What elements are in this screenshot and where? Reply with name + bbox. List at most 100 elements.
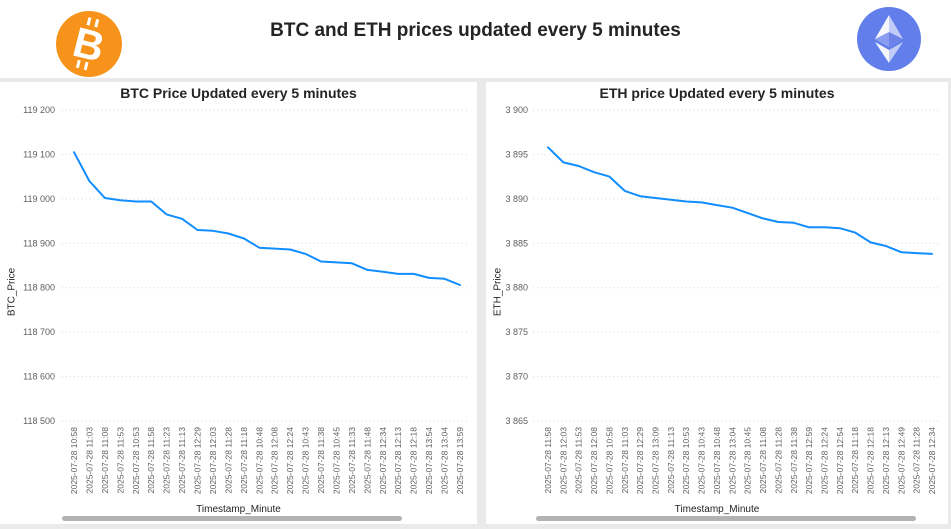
- eth-data-point: [578, 165, 580, 167]
- eth-x-tick-label: 2025-07-28 12:54: [835, 427, 845, 494]
- btc-data-point: [397, 273, 399, 275]
- eth-data-point: [608, 176, 610, 178]
- btc-data-point: [274, 248, 276, 250]
- eth-y-axis-title: ETH_Price: [492, 267, 504, 317]
- btc-data-point: [181, 218, 183, 220]
- btc-data-point: [119, 199, 121, 201]
- btc-x-tick-label: 2025-07-28 11:08: [100, 427, 110, 494]
- btc-horizontal-scrollbar[interactable]: [62, 516, 402, 521]
- btc-price-line: [73, 151, 461, 286]
- btc-x-tick-label: 2025-07-28 10:53: [131, 427, 141, 494]
- eth-x-tick-label: 2025-07-28 11:53: [574, 427, 584, 494]
- eth-y-tick-label: 3 890: [505, 194, 528, 204]
- eth-x-tick-label: 2025-07-28 13:09: [651, 427, 661, 494]
- btc-data-point: [197, 229, 199, 231]
- eth-data-point: [823, 226, 825, 228]
- eth-data-point: [808, 226, 810, 228]
- btc-x-tick-label: 2025-07-28 12:18: [409, 427, 419, 494]
- btc-data-point: [366, 269, 368, 271]
- eth-data-point: [547, 146, 549, 148]
- eth-data-point: [639, 195, 641, 197]
- eth-x-tick-label: 2025-07-28 10:45: [743, 427, 753, 494]
- btc-y-tick-label: 118 600: [23, 372, 55, 382]
- eth-y-tick-label: 3 870: [505, 372, 528, 382]
- btc-data-point: [212, 230, 214, 232]
- btc-x-tick-label: 2025-07-28 12:08: [270, 427, 280, 494]
- eth-x-tick-label: 2025-07-28 11:38: [789, 427, 799, 494]
- eth-data-point: [670, 199, 672, 201]
- eth-horizontal-scrollbar[interactable]: [536, 516, 916, 521]
- btc-y-tick-label: 118 500: [23, 416, 55, 426]
- btc-x-tick-label: 2025-07-28 11:38: [316, 427, 326, 494]
- eth-data-point: [931, 253, 933, 255]
- eth-data-point: [701, 201, 703, 203]
- eth-data-point: [900, 251, 902, 253]
- btc-x-tick-label: 2025-07-28 11:18: [239, 427, 249, 494]
- btc-y-tick-label: 119 200: [23, 105, 55, 115]
- eth-price-line-chart: 3 900 3 895 3 890 3 885 3 880 3 875 3 870 3 865…: [505, 105, 941, 494]
- btc-x-axis-title: Timestamp_Minute: [196, 504, 281, 515]
- eth-data-point: [593, 171, 595, 173]
- eth-price-line: [547, 146, 933, 255]
- btc-data-point: [73, 151, 75, 153]
- btc-x-tick-label: 2025-07-28 10:48: [254, 427, 264, 494]
- btc-data-point: [227, 233, 229, 235]
- btc-data-point: [289, 249, 291, 251]
- btc-data-point: [104, 197, 106, 199]
- btc-data-point: [320, 261, 322, 263]
- btc-y-tick-label: 118 700: [23, 327, 55, 337]
- btc-data-point: [444, 278, 446, 280]
- eth-x-tick-label: 2025-07-28 11:03: [620, 427, 630, 494]
- eth-x-tick-label: 2025-07-28 11:28: [912, 427, 922, 494]
- btc-x-tick-label: 2025-07-28 11:03: [84, 427, 94, 494]
- btc-x-tick-label: 2025-07-28 12:24: [285, 427, 295, 494]
- eth-y-tick-label: 3 880: [505, 283, 528, 293]
- eth-x-tick-label: 2025-07-28 12:18: [866, 427, 876, 494]
- btc-data-point: [135, 201, 137, 203]
- eth-x-tick-label: 2025-07-28 13:04: [727, 427, 737, 494]
- eth-data-point: [854, 232, 856, 234]
- eth-x-tick-label: 2025-07-28 11:08: [758, 427, 768, 494]
- eth-y-tick-label: 3 885: [505, 238, 528, 248]
- btc-y-axis-title: BTC_Price: [6, 267, 18, 317]
- btc-x-tick-label: 2025-07-28 13:04: [440, 427, 450, 494]
- eth-y-tick-label: 3 875: [505, 327, 528, 337]
- bitcoin-logo-icon: B: [56, 11, 122, 77]
- eth-data-point: [916, 252, 918, 254]
- eth-x-tick-label: 2025-07-28 12:13: [881, 427, 891, 494]
- eth-data-point: [716, 204, 718, 206]
- btc-y-tick-label: 118 900: [23, 238, 55, 248]
- eth-data-point: [793, 222, 795, 224]
- eth-x-axis-title: Timestamp_Minute: [674, 504, 760, 515]
- eth-data-point: [870, 241, 872, 243]
- btc-x-tick-label: 2025-07-28 11:28: [223, 427, 233, 494]
- eth-data-point: [655, 197, 657, 199]
- eth-x-tick-label: 2025-07-28 12:59: [804, 427, 814, 494]
- btc-x-tick-label: 2025-07-28 11:53: [115, 427, 125, 494]
- btc-data-point: [335, 261, 337, 263]
- eth-x-tick-label: 2025-07-28 11:58: [543, 427, 553, 494]
- btc-x-tick-label: 2025-07-28 12:29: [193, 427, 203, 494]
- btc-chart-title: BTC Price Updated every 5 minutes: [120, 85, 357, 101]
- btc-x-tick-label: 2025-07-28 13:54: [424, 427, 434, 494]
- btc-data-point: [258, 247, 260, 249]
- btc-data-point: [382, 271, 384, 273]
- eth-y-tick-label: 3 895: [505, 149, 528, 159]
- btc-data-point: [459, 284, 461, 286]
- btc-x-tick-label: 2025-07-28 11:58: [146, 427, 156, 494]
- btc-x-tick-label: 2025-07-28 11:48: [362, 427, 372, 494]
- btc-data-point: [305, 253, 307, 255]
- btc-x-tick-label: 2025-07-28 12:34: [378, 427, 388, 494]
- eth-data-point: [839, 227, 841, 229]
- btc-data-point: [413, 273, 415, 275]
- eth-x-tick-label: 2025-07-28 11:28: [773, 427, 783, 494]
- eth-price-chart-panel: ETH price Updated every 5 minutes 3 900 3…: [486, 82, 948, 524]
- eth-data-point: [747, 212, 749, 214]
- eth-data-point: [885, 245, 887, 247]
- btc-y-tick-label: 118 800: [23, 283, 55, 293]
- ethereum-logo-icon: [857, 7, 921, 71]
- btc-x-tick-label: 2025-07-28 10:43: [301, 427, 311, 494]
- btc-x-tick-label: 2025-07-28 10:45: [331, 427, 341, 494]
- btc-y-tick-label: 119 100: [23, 149, 55, 159]
- eth-x-tick-label: 2025-07-28 12:34: [927, 427, 937, 494]
